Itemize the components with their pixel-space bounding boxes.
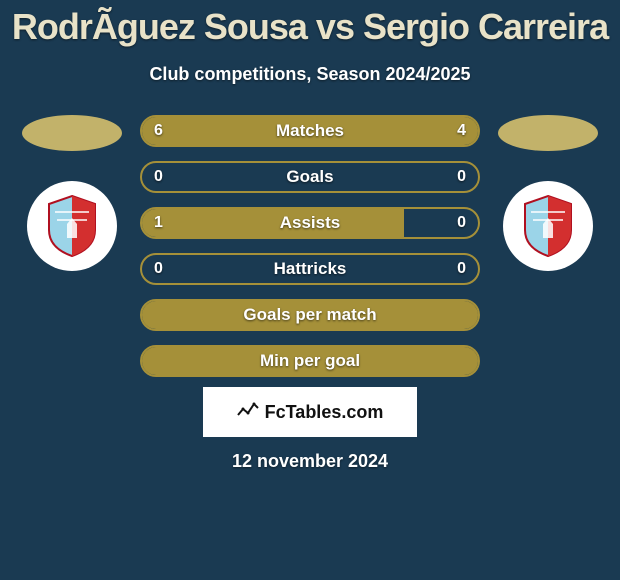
brand-text: FcTables.com bbox=[265, 402, 384, 423]
bar-label: Assists bbox=[280, 213, 340, 233]
bar-value-left: 1 bbox=[154, 214, 163, 232]
brand-badge: FcTables.com bbox=[203, 387, 417, 437]
bar-label: Goals bbox=[286, 167, 333, 187]
comparison-chart: 6 4 Matches 0 0 Goals 1 0 Assists 0 0 Hattricks Goal… bbox=[0, 115, 620, 377]
bar-value-right: 4 bbox=[457, 122, 466, 140]
player-right-marker bbox=[498, 115, 598, 151]
bar-label: Hattricks bbox=[274, 259, 347, 279]
bar-value-left: 0 bbox=[154, 168, 163, 186]
bar-value-right: 0 bbox=[457, 214, 466, 232]
player-left-club-logo bbox=[27, 181, 117, 271]
stat-bar: Goals per match bbox=[140, 299, 480, 331]
stat-bar: 0 0 Goals bbox=[140, 161, 480, 193]
bar-label: Min per goal bbox=[260, 351, 360, 371]
stat-bars: 6 4 Matches 0 0 Goals 1 0 Assists 0 0 Hattricks Goal… bbox=[140, 115, 480, 377]
bar-fill-left bbox=[142, 209, 404, 237]
snapshot-date: 12 november 2024 bbox=[0, 451, 620, 472]
stat-bar: 0 0 Hattricks bbox=[140, 253, 480, 285]
club-crest-icon bbox=[45, 194, 99, 258]
club-crest-icon bbox=[521, 194, 575, 258]
bar-value-left: 6 bbox=[154, 122, 163, 140]
brand-logo-icon bbox=[237, 401, 259, 424]
bar-value-left: 0 bbox=[154, 260, 163, 278]
bar-label: Goals per match bbox=[243, 305, 376, 325]
bar-value-right: 0 bbox=[457, 260, 466, 278]
player-right-column bbox=[498, 115, 598, 271]
stat-bar: 6 4 Matches bbox=[140, 115, 480, 147]
player-left-column bbox=[22, 115, 122, 271]
player-left-marker bbox=[22, 115, 122, 151]
subtitle: Club competitions, Season 2024/2025 bbox=[0, 64, 620, 85]
player-right-club-logo bbox=[503, 181, 593, 271]
bar-label: Matches bbox=[276, 121, 344, 141]
stat-bar: 1 0 Assists bbox=[140, 207, 480, 239]
page-title: RodrÃ­guez Sousa vs Sergio Carreira bbox=[0, 0, 620, 48]
bar-value-right: 0 bbox=[457, 168, 466, 186]
stat-bar: Min per goal bbox=[140, 345, 480, 377]
